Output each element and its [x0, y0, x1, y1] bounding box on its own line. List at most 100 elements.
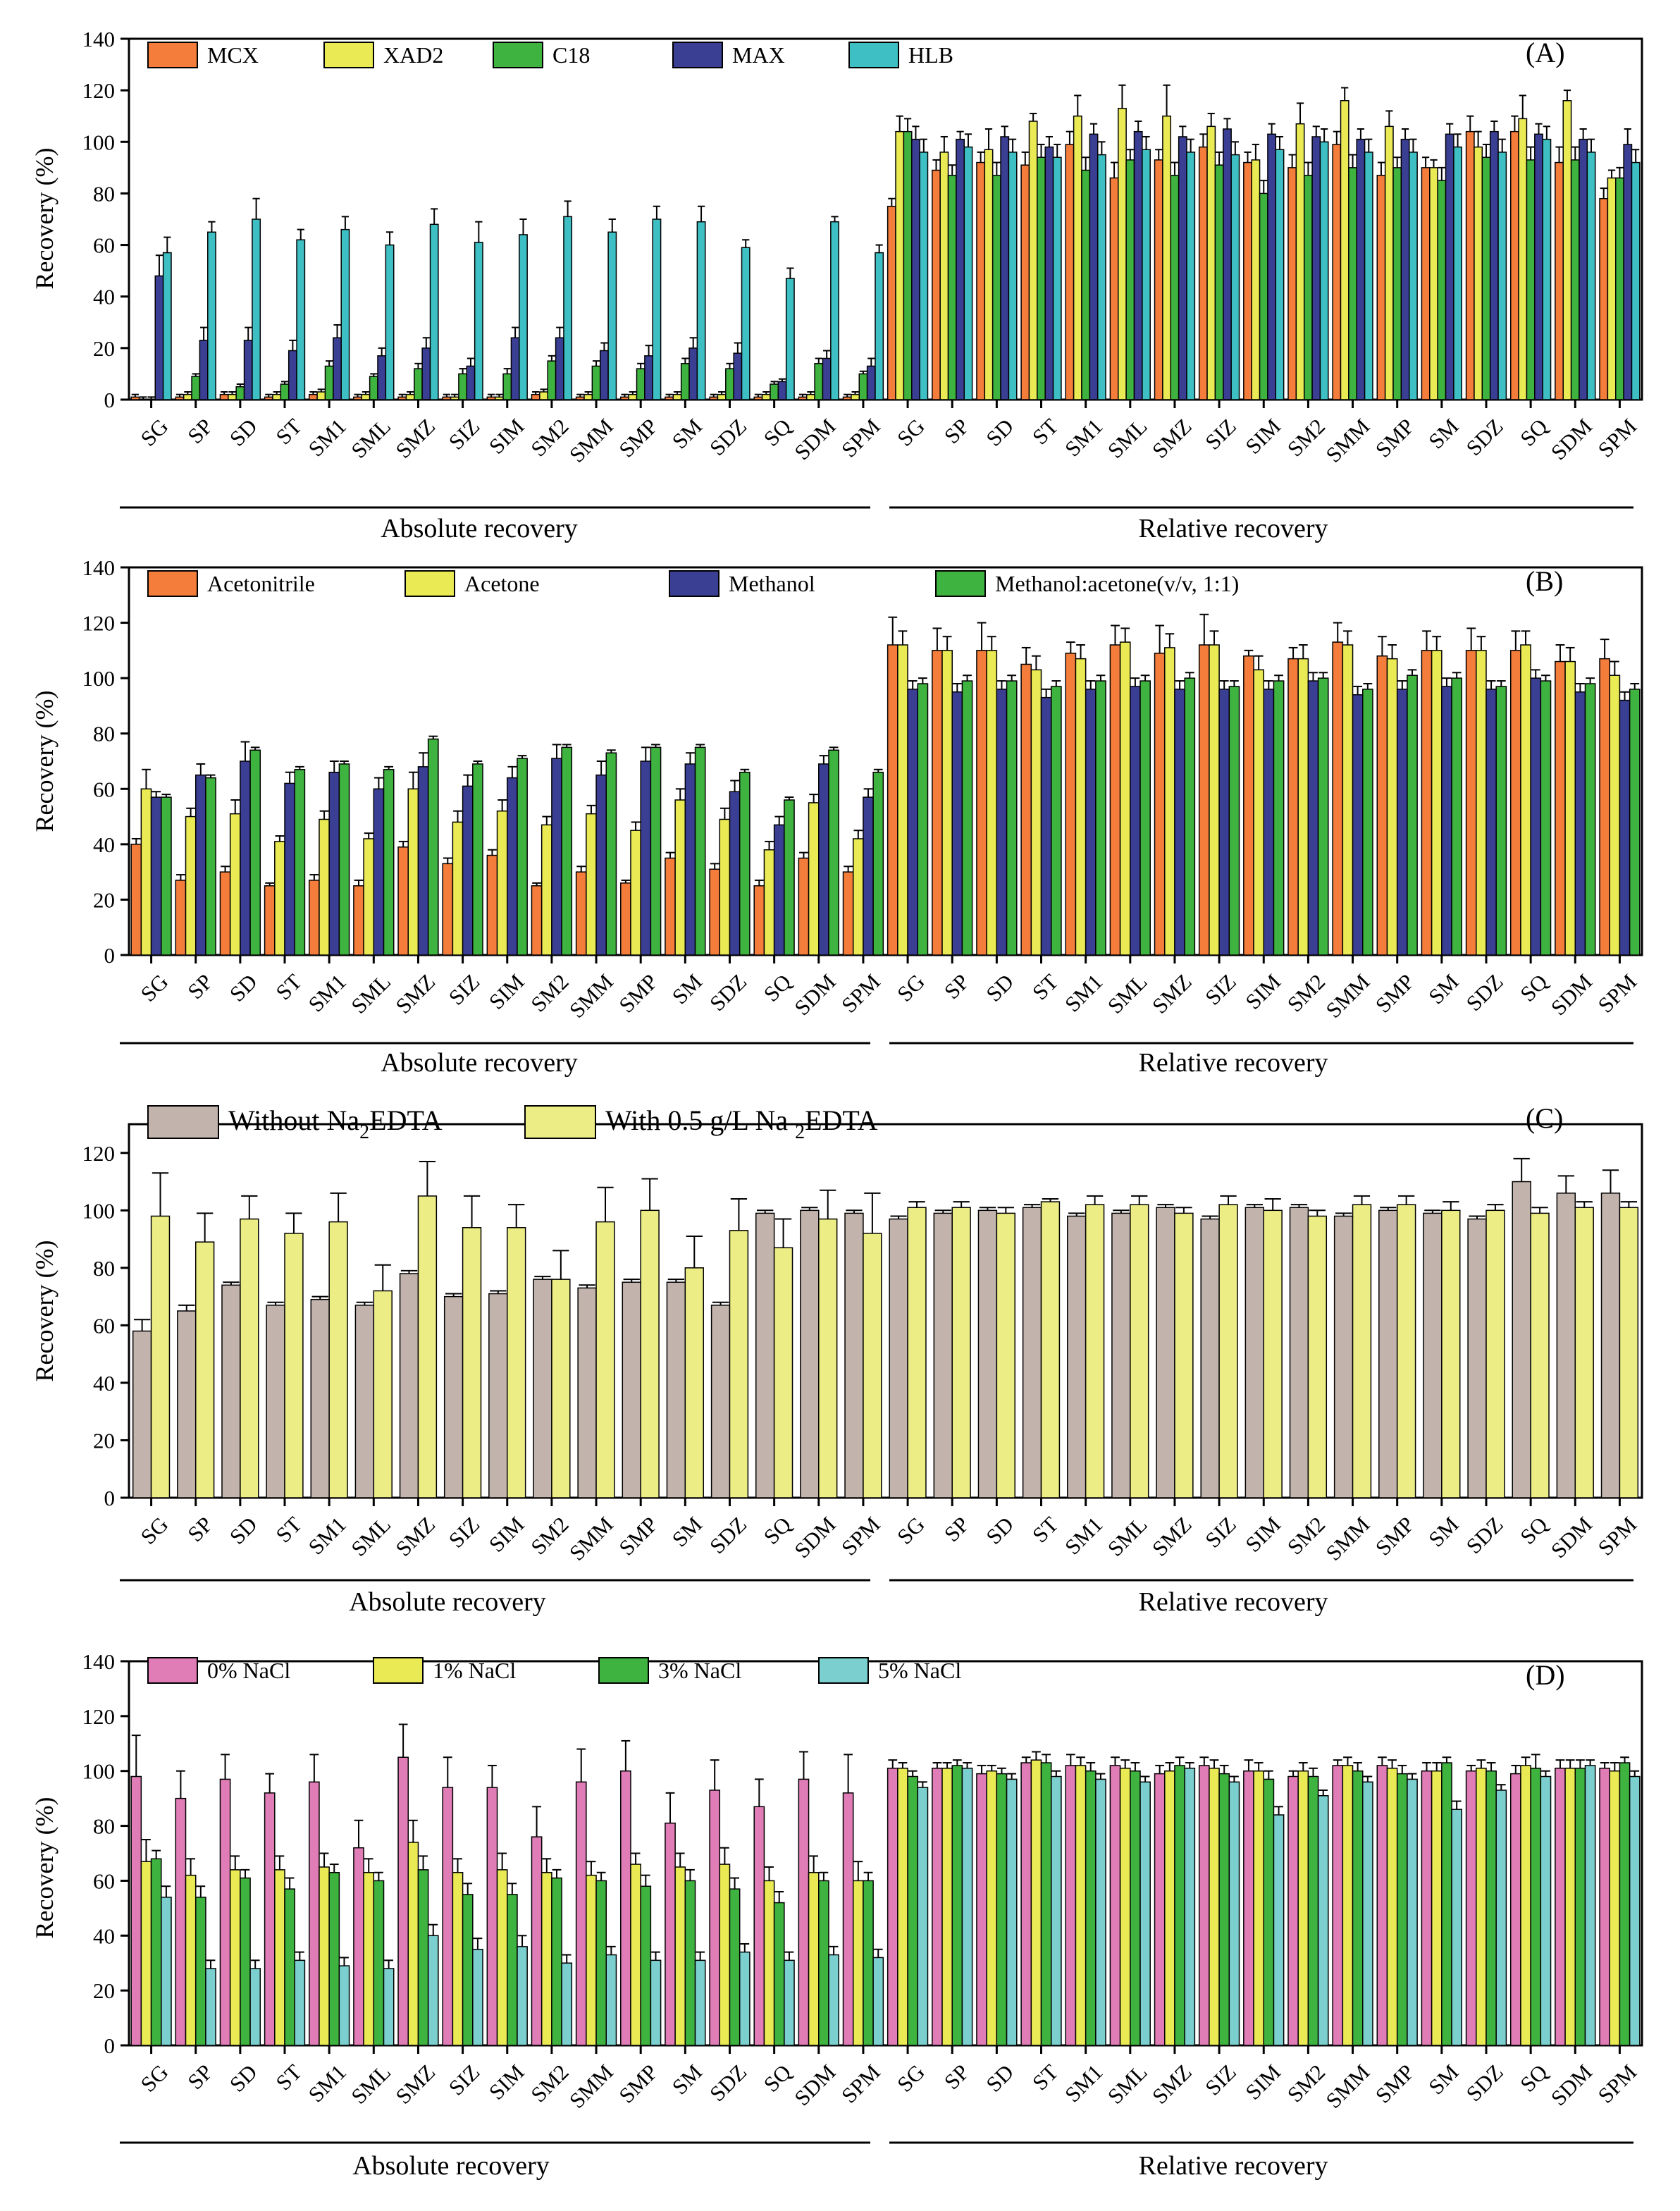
bar-a-relative-SD-2: [992, 175, 1001, 400]
bar-b-relative-SML-0: [1109, 644, 1121, 956]
x-tick-label-b-relative-SPM: SPM: [1593, 969, 1642, 1018]
bar-b-relative-SM-2: [1441, 686, 1452, 956]
bar-b-absolute-SD-2: [240, 760, 251, 956]
bar-d-relative-SMP-1: [1386, 1768, 1398, 2046]
bar-a-absolute-SM-1: [672, 393, 682, 400]
bar-b-relative-SPM-3: [1629, 689, 1641, 956]
bar-a-relative-SMP-1: [1384, 125, 1394, 400]
bar-a-absolute-ST-2: [280, 383, 290, 400]
x-tick-label-a-absolute-SMZ: SMZ: [390, 414, 440, 463]
bar-b-absolute-SD-1: [229, 813, 241, 956]
bar-a-absolute-SMM-4: [607, 231, 617, 400]
bar-d-relative-SP-3: [961, 1768, 973, 2046]
x-tick-label-b-absolute-SG: SG: [136, 969, 173, 1006]
bar-c-relative-SM-1: [1441, 1209, 1461, 1498]
bar-a-absolute-SML-1: [361, 393, 371, 400]
bar-b-relative-ST-3: [1050, 686, 1062, 956]
bar-b-absolute-SQ-3: [784, 799, 795, 956]
bar-a-absolute-SMP-1: [628, 393, 638, 400]
x-tick-label-c-absolute-SM1: SM1: [304, 1512, 351, 1559]
bar-c-relative-SD-1: [996, 1212, 1016, 1498]
y-tick-label-c-100: 100: [82, 1198, 116, 1223]
bar-c-relative-SQ-1: [1530, 1212, 1550, 1498]
bar-c-relative-SML-1: [1130, 1204, 1149, 1498]
bar-d-relative-SM-0: [1421, 1770, 1433, 2046]
bar-d-relative-SIZ-2: [1218, 1773, 1230, 2046]
x-tick-label-c-absolute-SMM: SMM: [564, 1512, 618, 1565]
bar-b-absolute-ST-3: [294, 769, 306, 956]
bar-c-relative-SM1-1: [1085, 1204, 1105, 1498]
bar-b-relative-SIM-3: [1273, 680, 1285, 956]
bar-a-absolute-SDM-2: [814, 363, 824, 400]
bar-c-absolute-SP-1: [194, 1241, 215, 1498]
x-tick-label-b-relative-SM: SM: [1423, 969, 1463, 1009]
bar-d-absolute-SDZ-0: [709, 1790, 721, 2046]
x-tick-label-b-relative-SM1: SM1: [1060, 969, 1107, 1016]
bar-d-relative-SQ-3: [1540, 1775, 1552, 2046]
bar-c-relative-SMZ-0: [1156, 1207, 1175, 1498]
x-tick-label-b-relative-SQ: SQ: [1515, 969, 1552, 1006]
bar-a-relative-SMZ-2: [1170, 175, 1180, 400]
bar-a-relative-SQ-2: [1526, 159, 1536, 400]
bar-b-relative-SDZ-1: [1476, 650, 1487, 956]
x-tick-label-b-absolute-SM: SM: [667, 969, 707, 1009]
bar-b-absolute-SM-0: [665, 857, 676, 956]
bar-a-relative-SIZ-1: [1206, 125, 1216, 400]
bar-a-relative-SD-3: [1000, 136, 1010, 400]
y-tick-label-a-20: 20: [93, 336, 115, 361]
bar-d-absolute-SMM-0: [575, 1781, 587, 2046]
y-tick-label-d-80: 80: [93, 1814, 115, 1839]
bar-d-absolute-SPM-0: [842, 1792, 854, 2046]
x-tick-label-d-absolute-SML: SML: [346, 2059, 395, 2109]
bar-d-absolute-SMP-3: [650, 1959, 662, 2046]
bar-b-relative-SDM-3: [1584, 683, 1596, 956]
bar-b-absolute-SML-1: [363, 838, 375, 956]
bar-b-relative-SIM-2: [1263, 689, 1275, 956]
bar-d-absolute-SD-3: [249, 1968, 261, 2046]
bar-a-relative-ST-0: [1020, 164, 1030, 400]
x-tick-label-a-absolute-SIZ: SIZ: [444, 414, 485, 455]
bar-b-absolute-SM2-1: [541, 824, 552, 956]
x-tick-label-a-relative-SP: SP: [939, 414, 974, 448]
bar-b-absolute-SMM-0: [575, 871, 587, 956]
bar-d-absolute-SQ-2: [773, 1902, 785, 2046]
x-tick-label-b-relative-SDM: SDM: [1546, 969, 1597, 1020]
bar-a-relative-SMM-3: [1356, 138, 1366, 400]
bar-b-relative-SDZ-0: [1465, 650, 1477, 956]
bar-d-relative-SIZ-1: [1209, 1768, 1220, 2046]
bar-c-absolute-SML-0: [354, 1305, 375, 1498]
bar-a-absolute-SP-1: [183, 393, 192, 400]
bar-d-relative-ST-0: [1020, 1762, 1032, 2046]
x-tick-label-d-relative-SIM: SIM: [1240, 2059, 1285, 2105]
bar-c-absolute-SIM-0: [488, 1293, 508, 1498]
bar-a-relative-SG-1: [895, 130, 905, 400]
bar-d-relative-SDM-3: [1584, 1765, 1596, 2046]
bar-d-absolute-SG-0: [130, 1775, 142, 2046]
y-tick-label-a-120: 120: [82, 78, 116, 103]
legend-swatch-a-4: [848, 42, 899, 68]
bar-d-absolute-SDZ-2: [729, 1888, 741, 2046]
x-tick-label-a-absolute-SM: SM: [667, 414, 707, 453]
bar-b-absolute-SM1-1: [319, 818, 330, 956]
y-tick-label-c-40: 40: [93, 1371, 115, 1396]
bar-a-absolute-SM1-2: [324, 365, 334, 400]
bar-a-absolute-SP-0: [175, 396, 185, 400]
bar-d-absolute-SML-0: [353, 1847, 364, 2046]
bar-d-relative-SD-0: [976, 1773, 987, 2046]
bar-a-relative-SMP-4: [1408, 152, 1418, 400]
bar-c-absolute-SQ-0: [755, 1212, 775, 1498]
bar-c-absolute-SIM-1: [507, 1227, 526, 1498]
bar-a-relative-SIM-4: [1275, 149, 1285, 400]
x-tick-label-d-absolute-SDZ: SDZ: [705, 2059, 751, 2106]
x-tick-label-b-relative-ST: ST: [1027, 969, 1063, 1004]
bar-d-absolute-SD-1: [229, 1869, 241, 2046]
bar-d-absolute-SM-0: [665, 1822, 676, 2046]
y-tick-label-b-120: 120: [82, 611, 116, 636]
bar-c-relative-SMZ-1: [1174, 1212, 1194, 1498]
bar-b-absolute-SG-1: [140, 788, 152, 956]
plot-frame-c: [128, 1123, 1643, 1499]
x-tick-label-d-relative-SM2: SM2: [1283, 2059, 1330, 2107]
legend-label-a-4: HLB: [908, 42, 953, 68]
bar-a-relative-SPM-4: [1631, 161, 1641, 400]
x-tick-label-c-absolute-SP: SP: [183, 1512, 217, 1546]
